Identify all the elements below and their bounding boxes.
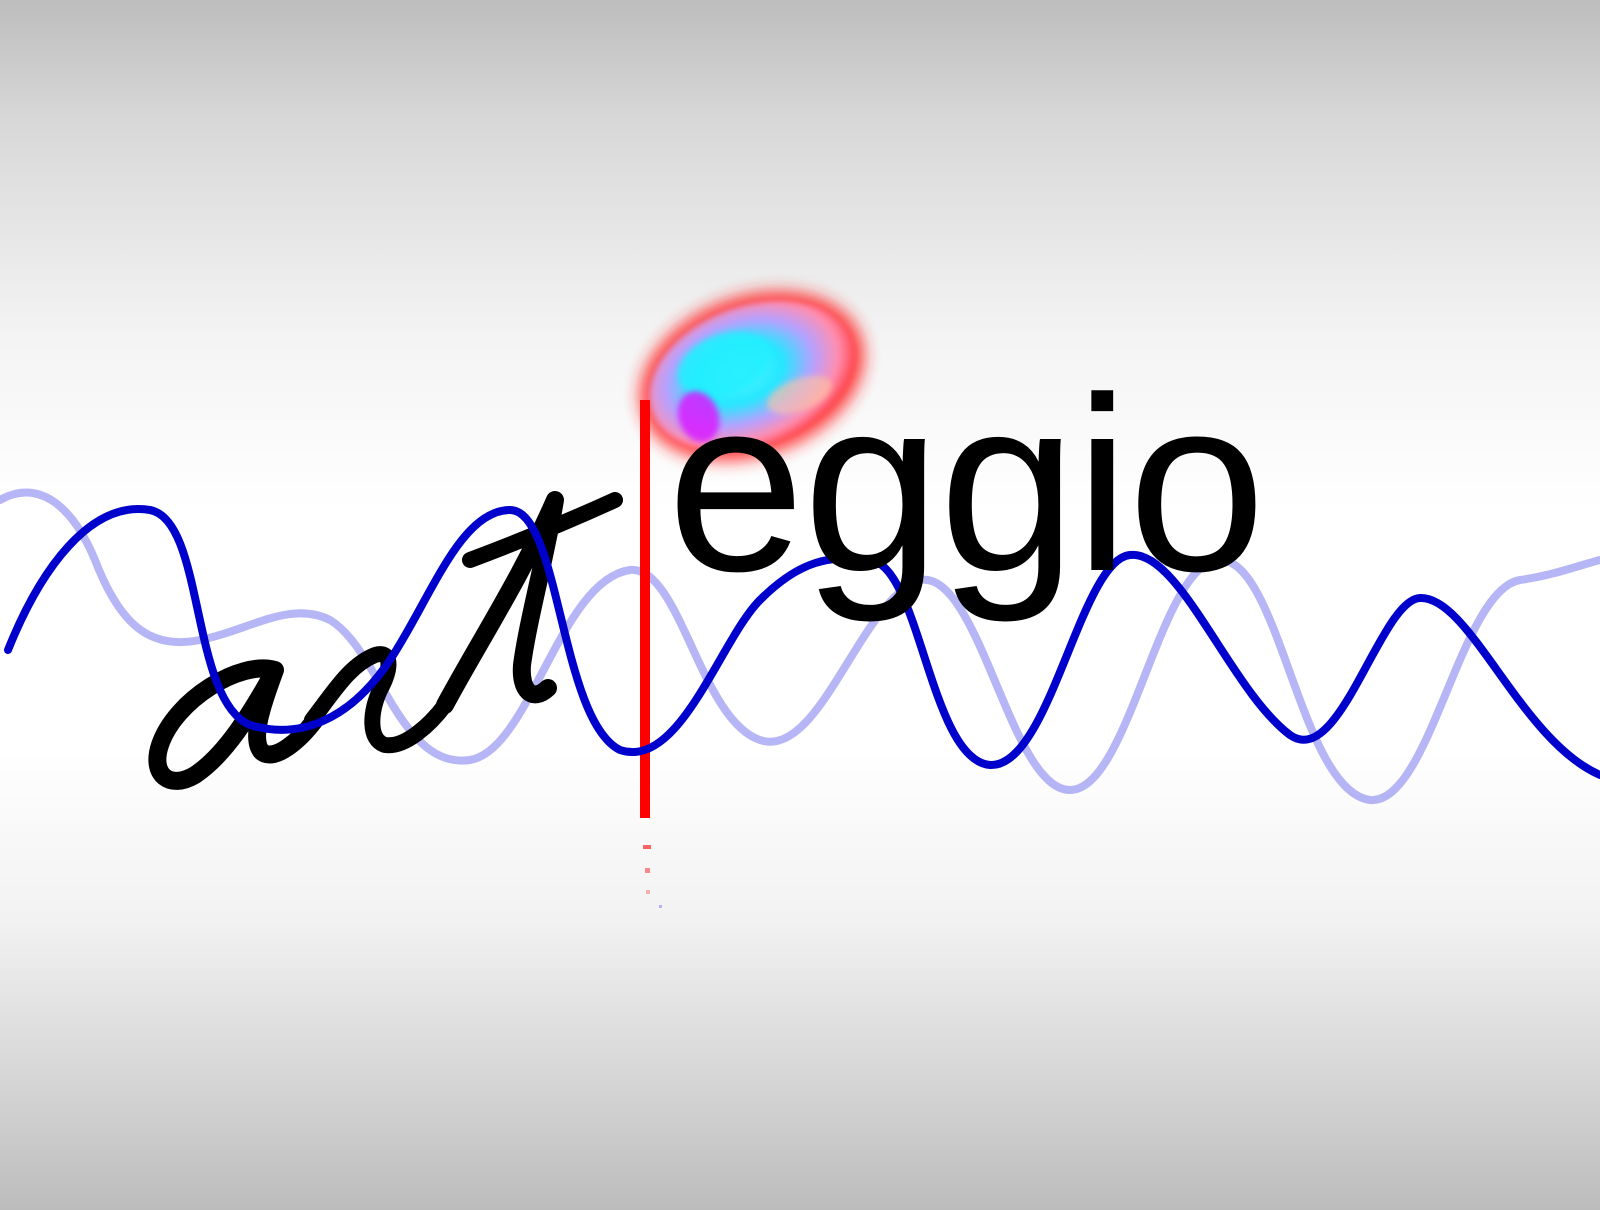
typed-eggio-text: eggio (667, 345, 1266, 623)
note-stem (640, 400, 650, 818)
note-head (639, 290, 865, 462)
handwritten-art-signature (148, 491, 623, 790)
primary-wave (4, 505, 1600, 779)
secondary-wave (0, 488, 1600, 805)
stem-reflection (643, 845, 662, 908)
